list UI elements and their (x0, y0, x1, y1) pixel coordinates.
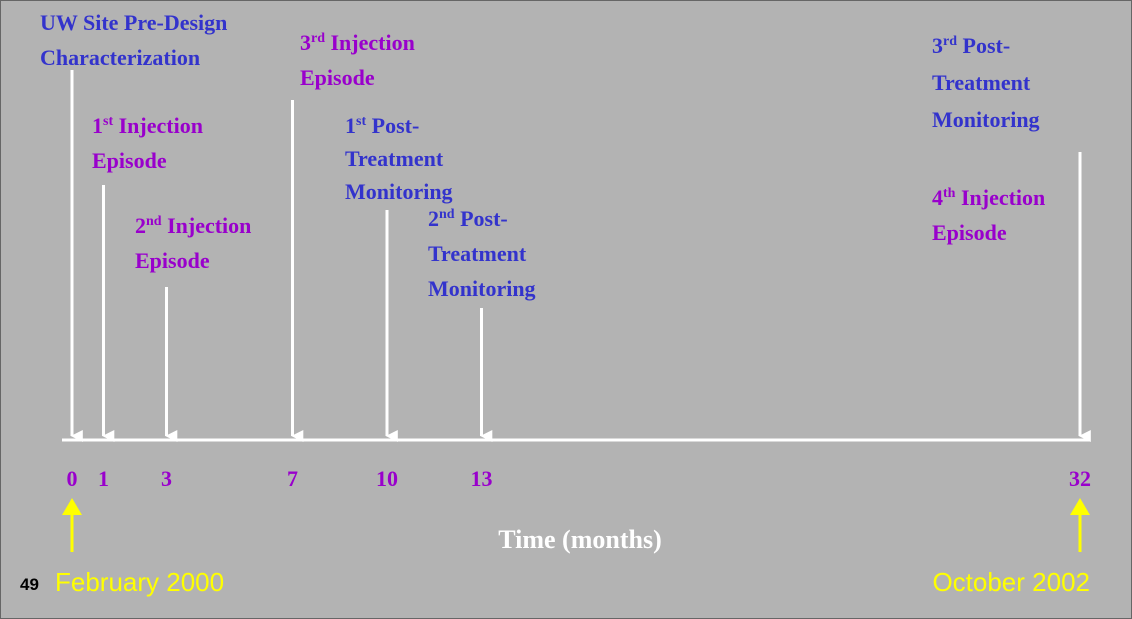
tick-label: 3 (161, 466, 172, 491)
event-label-line: Treatment (428, 241, 527, 266)
tick-label: 1 (98, 466, 109, 491)
label-text: Post- (372, 113, 420, 138)
tick-label: 13 (471, 466, 493, 491)
end-date: October 2002 (932, 567, 1090, 597)
event-label-line: 2nd Post- (428, 206, 508, 231)
ordinal: 3 (300, 30, 311, 55)
ordinal: 2 (428, 206, 439, 231)
ordinal-suffix: st (356, 114, 366, 129)
label-text: Monitoring (932, 107, 1040, 132)
ordinal-suffix: st (103, 114, 113, 129)
ordinal: 2 (135, 213, 146, 238)
event-label-line: 1st Post- (345, 113, 419, 138)
label-text: Episode (135, 248, 210, 273)
label-text: Characterization (40, 45, 200, 70)
label-text: Treatment (428, 241, 527, 266)
start-arrow (62, 498, 82, 552)
label-text: Treatment (345, 146, 444, 171)
event-label-line: Episode (300, 65, 375, 90)
label-text: Episode (300, 65, 375, 90)
tick-label: 32 (1069, 466, 1091, 491)
event-label-line: Episode (92, 148, 167, 173)
event-label: 3rd Post- Treatment Monitoring (932, 33, 1040, 132)
ordinal: 3 (932, 33, 943, 58)
label-text: Episode (932, 220, 1007, 245)
event-label-line: Characterization (40, 45, 200, 70)
event-label-line: UW Site Pre-Design (40, 10, 227, 35)
tick-label: 0 (67, 466, 78, 491)
ordinal-suffix: rd (311, 31, 325, 46)
event-label-line: Monitoring (428, 276, 536, 301)
event-label-line: 2nd Injection (135, 213, 251, 238)
event-label: 3rd Injection Episode (300, 30, 415, 90)
event-label: 1st Injection Episode (92, 113, 203, 173)
start-date: February 2000 (55, 567, 224, 597)
event-label: 1st Post- Treatment Monitoring (345, 113, 453, 204)
label-text: Injection (119, 113, 203, 138)
tick-label: 10 (376, 466, 398, 491)
label-text: Injection (961, 185, 1045, 210)
ordinal-suffix: th (943, 186, 956, 201)
label-text: Monitoring (345, 179, 453, 204)
label-text: UW Site Pre-Design (40, 10, 227, 35)
event-label: 2nd Post- Treatment Monitoring (428, 206, 536, 301)
event-label-line: 1st Injection (92, 113, 203, 138)
event-label-line: Episode (932, 220, 1007, 245)
event-label-line: 4th Injection (932, 185, 1045, 210)
slide-number: 49 (20, 575, 39, 594)
tick-label: 7 (287, 466, 298, 491)
event-label-line: Treatment (932, 70, 1031, 95)
event-label: 2nd Injection Episode (135, 213, 251, 273)
event-label-line: 3rd Injection (300, 30, 415, 55)
event-label-line: Monitoring (932, 107, 1040, 132)
ordinal: 1 (92, 113, 103, 138)
event-label-line: 3rd Post- (932, 33, 1010, 58)
end-arrow (1070, 498, 1090, 552)
label-text: Injection (331, 30, 415, 55)
ordinal-suffix: nd (439, 207, 455, 222)
ordinal-suffix: nd (146, 214, 162, 229)
ordinal-suffix: rd (943, 34, 957, 49)
label-text: Post- (963, 33, 1011, 58)
label-text: Post- (460, 206, 508, 231)
label-text: Monitoring (428, 276, 536, 301)
event-label: UW Site Pre-Design Characterization (40, 10, 227, 70)
axis-label: Time (months) (498, 525, 661, 554)
event-label: 4th Injection Episode (932, 185, 1045, 245)
label-text: Treatment (932, 70, 1031, 95)
ordinal: 4 (932, 185, 943, 210)
event-label-line: Episode (135, 248, 210, 273)
event-label-line: Monitoring (345, 179, 453, 204)
ordinal: 1 (345, 113, 356, 138)
event-label-line: Treatment (345, 146, 444, 171)
label-text: Injection (167, 213, 251, 238)
label-text: Episode (92, 148, 167, 173)
